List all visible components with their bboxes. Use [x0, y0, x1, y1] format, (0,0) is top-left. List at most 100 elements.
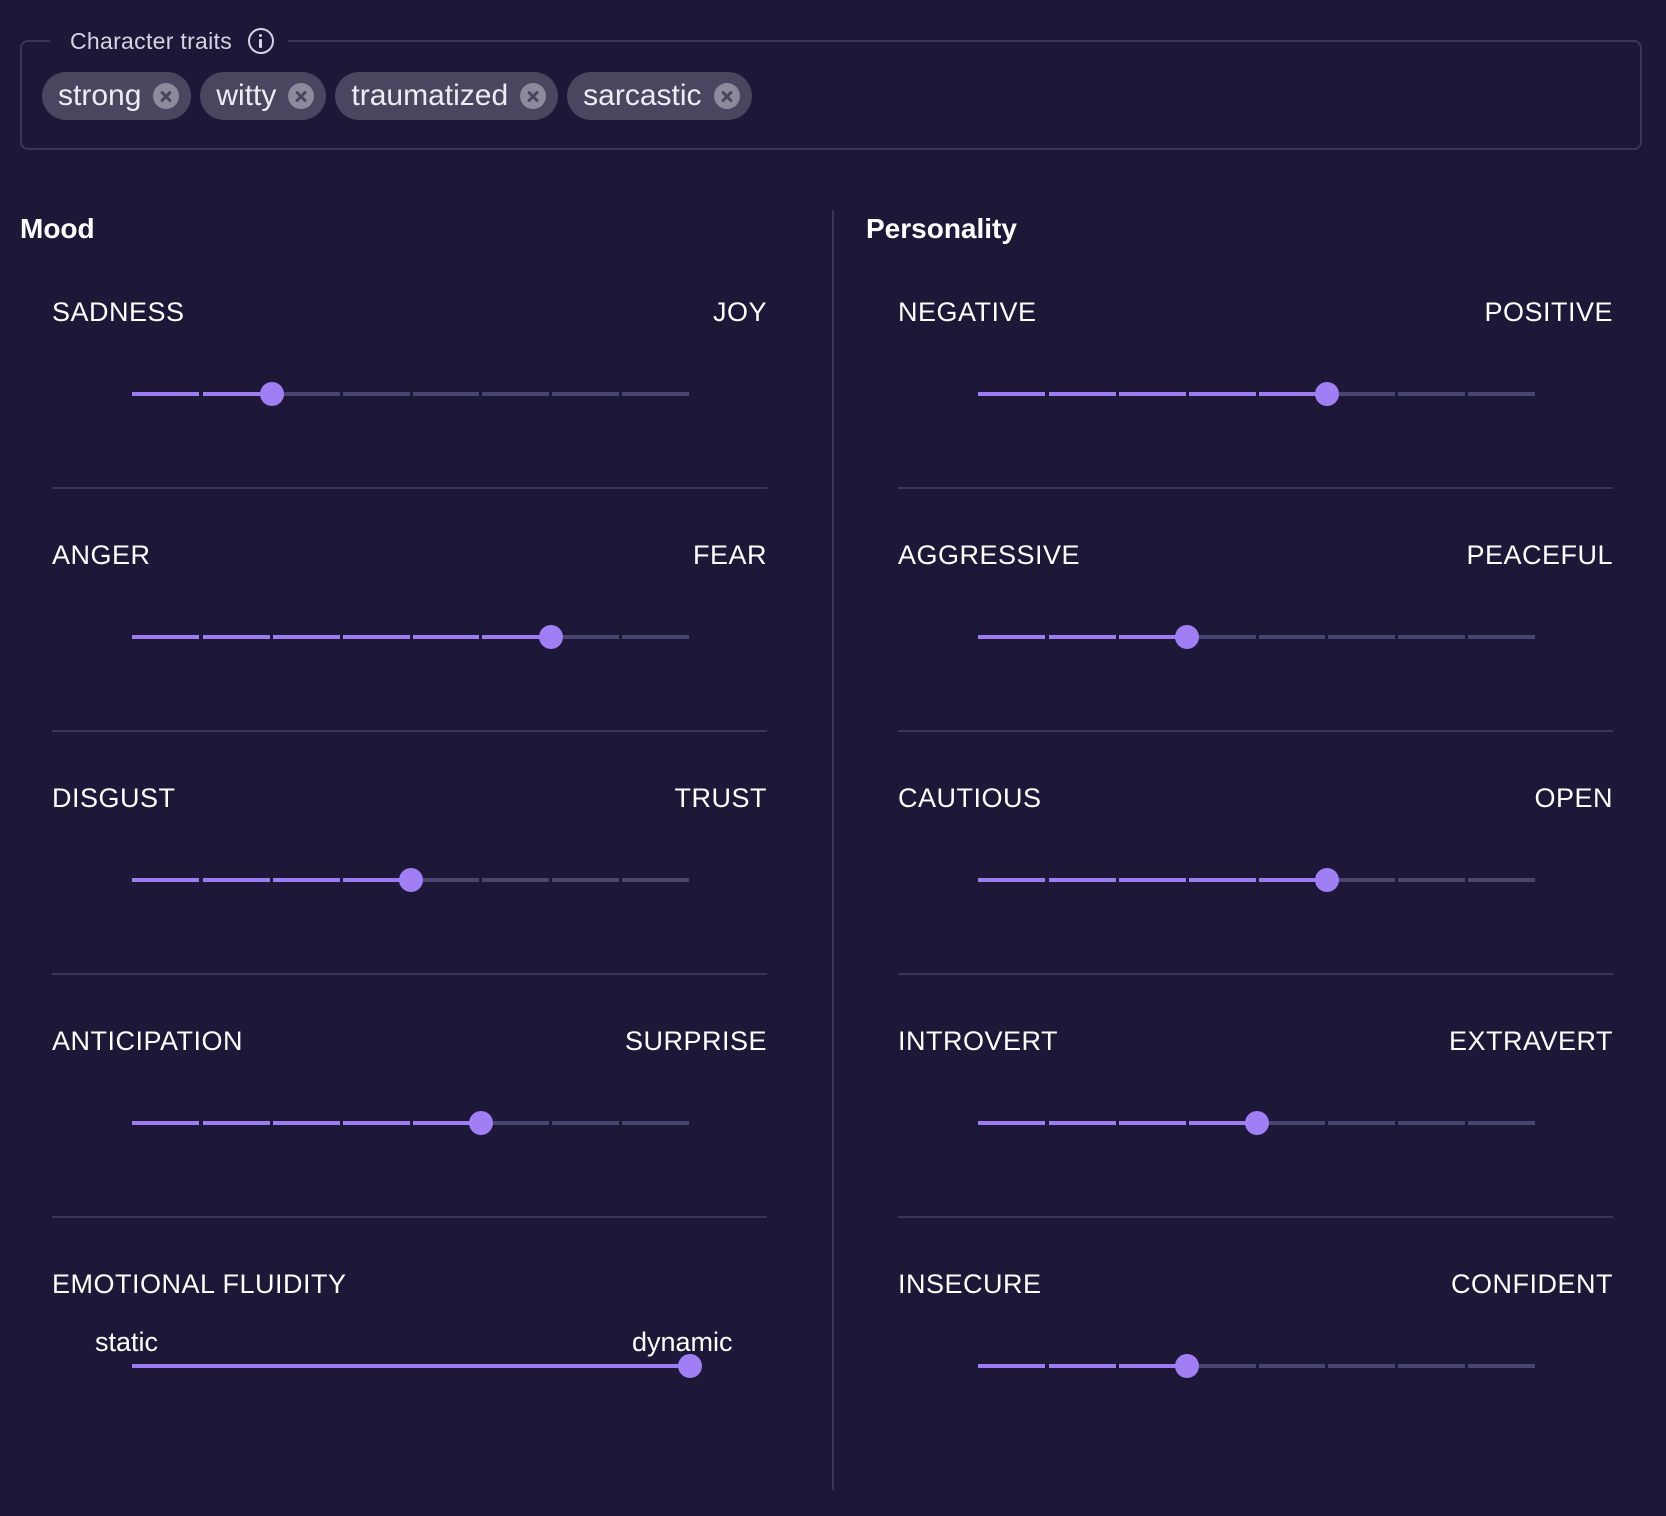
slider-thumb[interactable] [678, 1354, 702, 1378]
slider-track[interactable] [978, 382, 1536, 406]
slider-track[interactable] [132, 625, 690, 649]
slider-segment [1398, 635, 1465, 639]
mood-title: Mood [20, 213, 95, 244]
slider-segment [342, 392, 410, 396]
slider-row: ANTICIPATION SURPRISE [52, 934, 767, 1218]
slider-thumb[interactable] [1175, 1354, 1200, 1378]
slider-segment [1049, 1364, 1116, 1368]
slider-segment [132, 392, 199, 396]
slider-segment [482, 1121, 549, 1125]
slider-segment [273, 635, 340, 639]
trait-chip: witty [200, 72, 327, 120]
slider-segment [621, 1121, 689, 1125]
row-separator [898, 730, 1613, 732]
slider-segment [1188, 878, 1256, 882]
row-separator [898, 487, 1613, 489]
remove-chip-icon[interactable] [713, 83, 740, 109]
slider-segment [1119, 392, 1186, 396]
trait-chip-label: sarcastic [583, 79, 702, 112]
slider-right-label: FEAR [692, 540, 767, 570]
slider-min-label: static [95, 1327, 159, 1357]
slider-segment [1467, 392, 1535, 396]
slider-segment [1188, 392, 1256, 396]
slider-segment [1398, 1121, 1465, 1125]
slider-left-label: DISGUST [52, 783, 176, 813]
character-traits-legend: Character traits [50, 24, 289, 58]
slider-right-label: PEACEFUL [1466, 540, 1613, 570]
slider-track[interactable] [978, 625, 1536, 649]
slider-segment [412, 878, 480, 882]
trait-chip: strong [42, 72, 192, 120]
slider-segment [203, 635, 270, 639]
slider-track[interactable] [978, 1111, 1536, 1135]
slider-thumb[interactable] [1314, 868, 1339, 892]
slider-segment [978, 1364, 1045, 1368]
slider-segment [412, 392, 480, 396]
slider-segment [1258, 1364, 1326, 1368]
slider-thumb[interactable] [1245, 1111, 1269, 1135]
slider-segment [273, 1121, 340, 1125]
row-separator [52, 487, 767, 489]
slider-right-label: OPEN [1534, 783, 1613, 813]
slider-left-label: SADNESS [52, 297, 185, 327]
slider-max-label: dynamic [632, 1327, 733, 1357]
info-icon[interactable] [248, 28, 275, 54]
slider-row: NEGATIVE POSITIVE [898, 205, 1613, 489]
slider-track[interactable] [978, 1354, 1536, 1378]
remove-chip-icon[interactable] [520, 83, 547, 109]
slider-left-label: ANTICIPATION [52, 1026, 244, 1056]
trait-chip: sarcastic [567, 72, 752, 120]
slider-segment [1049, 1121, 1116, 1125]
slider-left-label: INSECURE [898, 1269, 1042, 1299]
slider-left-label: AGGRESSIVE [898, 540, 1081, 570]
slider-thumb[interactable] [259, 382, 284, 406]
character-traits-field[interactable]: Character traits strong witty traumatize… [20, 24, 1642, 150]
trait-chip-label: traumatized [351, 79, 509, 112]
slider-segment [552, 878, 619, 882]
slider-fill [132, 1364, 690, 1368]
slider-segment [1398, 392, 1465, 396]
slider-segment [342, 878, 410, 882]
slider-track[interactable] [132, 382, 690, 406]
row-separator [898, 973, 1613, 975]
slider-segment [1398, 878, 1465, 882]
character-traits-label: Character traits [70, 27, 233, 54]
slider-row: CAUTIOUS OPEN [898, 691, 1613, 975]
slider-thumb[interactable] [1314, 382, 1339, 406]
slider-track[interactable] [132, 868, 690, 892]
slider-thumb[interactable] [468, 1111, 493, 1135]
slider-right-label: EXTRAVERT [1448, 1026, 1613, 1056]
remove-chip-icon[interactable] [153, 83, 180, 109]
slider-thumb[interactable] [538, 625, 563, 649]
slider-thumb[interactable] [1175, 625, 1200, 649]
slider-segment [1328, 1121, 1395, 1125]
slider-segment [978, 635, 1045, 639]
slider-row: ANGER FEAR [52, 448, 767, 732]
slider-segment [1049, 392, 1116, 396]
row-separator [898, 1216, 1613, 1218]
slider-segment [552, 635, 619, 639]
slider-segment [1049, 635, 1116, 639]
slider-segment [978, 878, 1045, 882]
slider-track[interactable] [132, 1354, 702, 1378]
remove-chip-icon[interactable] [288, 83, 315, 109]
slider-segment [621, 392, 689, 396]
mood-section: Mood SADNESS JOY ANGER FEAR DISGUST TRUST ANTI… [20, 205, 780, 1495]
slider-track[interactable] [978, 868, 1536, 892]
slider-row: EMOTIONAL FLUIDITY static dynamic [52, 1177, 767, 1420]
slider-segment [1258, 635, 1326, 639]
slider-track[interactable] [132, 1111, 690, 1135]
slider-segment [1049, 878, 1116, 882]
slider-segment [1467, 1121, 1535, 1125]
row-separator [52, 730, 767, 732]
trait-chips: strong witty traumatized sarcastic [42, 72, 752, 120]
slider-row: AGGRESSIVE PEACEFUL [898, 448, 1613, 732]
slider-segment [1119, 1364, 1186, 1368]
slider-segment [1188, 1121, 1256, 1125]
slider-segment [978, 392, 1045, 396]
slider-thumb[interactable] [399, 868, 423, 892]
slider-segment [621, 878, 689, 882]
slider-segment [203, 878, 270, 882]
slider-segment [1258, 878, 1326, 882]
row-separator [52, 1216, 767, 1218]
